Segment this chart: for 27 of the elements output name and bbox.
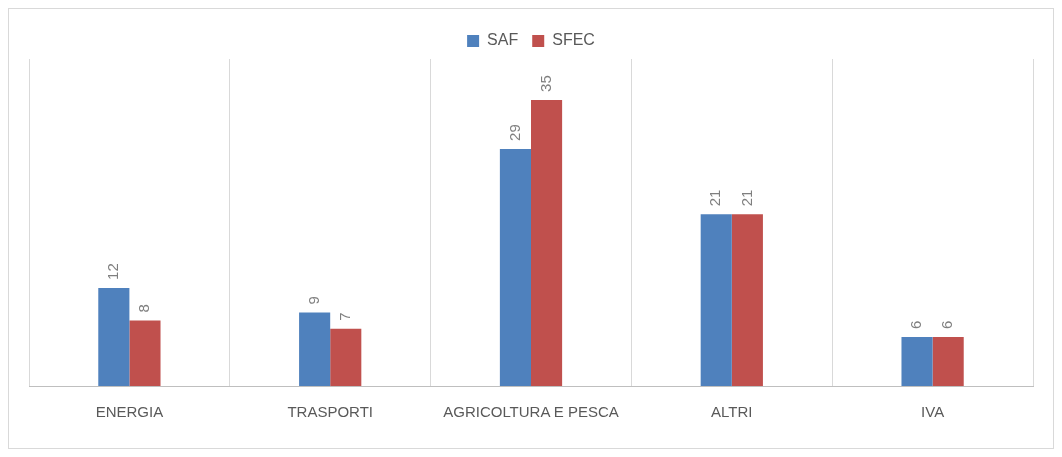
bar — [299, 312, 331, 386]
bar — [330, 328, 362, 386]
bar — [531, 99, 563, 386]
x-tick-label: TRASPORTI — [287, 403, 373, 421]
bar — [98, 287, 130, 386]
data-label: 9 — [304, 296, 322, 305]
x-tick-label: ALTRI — [711, 403, 753, 421]
data-label: 7 — [335, 312, 353, 321]
data-label: 6 — [938, 320, 956, 329]
bar — [932, 336, 964, 386]
bar — [901, 336, 933, 386]
bar — [700, 214, 732, 386]
data-label: 29 — [505, 124, 523, 141]
x-tick-label: ENERGIA — [95, 403, 164, 421]
x-tick-label: IVA — [921, 403, 945, 421]
x-tick-label: AGRICOLTURA E PESCA — [443, 403, 619, 421]
bar — [731, 214, 763, 386]
bar — [499, 148, 531, 386]
bar — [129, 320, 161, 386]
legend-label: SFEC — [552, 31, 595, 49]
data-label: 8 — [135, 304, 153, 313]
data-label: 6 — [907, 320, 925, 329]
data-label: 21 — [737, 189, 755, 207]
legend-label: SAF — [487, 31, 519, 49]
data-label: 12 — [103, 263, 121, 280]
data-label: 21 — [706, 189, 724, 207]
data-label: 35 — [536, 75, 554, 92]
